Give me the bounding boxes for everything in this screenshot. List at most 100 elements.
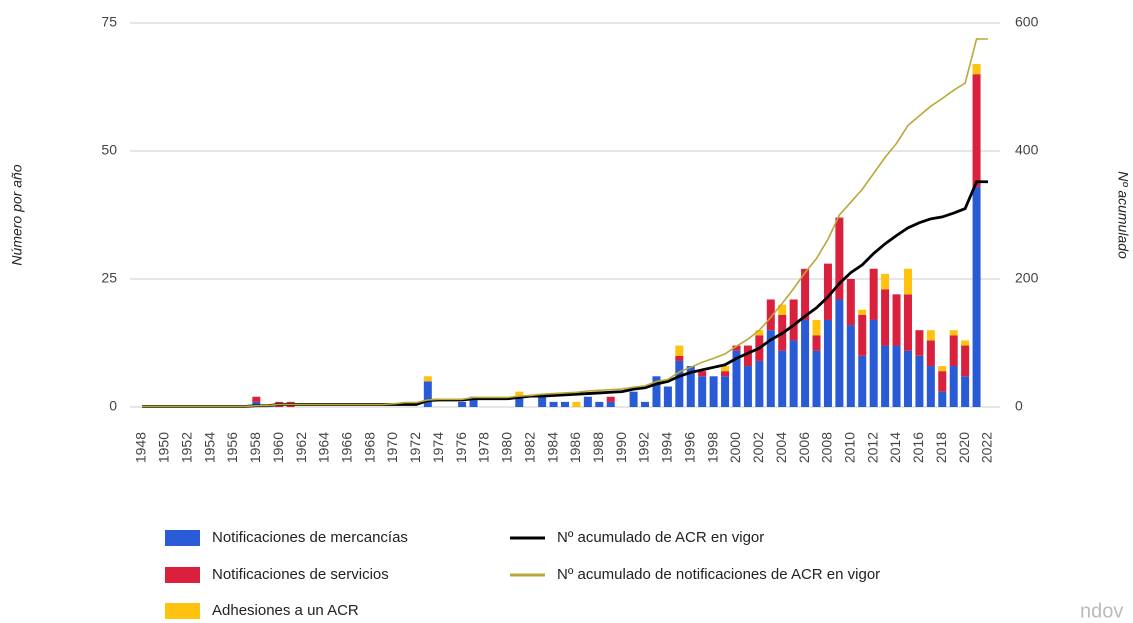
x-tick-label: 1976	[453, 432, 469, 463]
y-tick-label: 25	[101, 270, 117, 286]
cumulative-line	[142, 38, 988, 408]
x-tick-label: 2006	[796, 432, 812, 463]
x-tick-label: 2018	[933, 432, 949, 463]
bar-segment	[972, 186, 981, 407]
x-tick-label: 1952	[178, 432, 194, 463]
x-tick-label: 1972	[407, 432, 423, 463]
bar-segment	[926, 366, 935, 407]
bar-segment	[869, 319, 878, 407]
x-tick-label: 1964	[316, 432, 332, 463]
bar-segment	[835, 299, 844, 407]
legend-label: Notificaciones de servicios	[212, 566, 389, 583]
x-tick-label: 1990	[613, 432, 629, 463]
bar-segment	[938, 391, 947, 407]
bar-segment	[789, 340, 798, 407]
bar-segment	[949, 335, 958, 367]
bar-segment	[858, 355, 867, 407]
bar-segment	[572, 401, 581, 407]
bar-segment	[469, 396, 478, 407]
x-tick-label: 1998	[704, 432, 720, 463]
bar-segment	[778, 304, 787, 315]
x-tick-label: 1962	[293, 432, 309, 463]
bar-segment	[641, 401, 650, 407]
bar-segment	[926, 340, 935, 367]
x-tick-label: 1992	[636, 432, 652, 463]
watermark: ndov	[1080, 600, 1123, 622]
x-tick-label: 1980	[499, 432, 515, 463]
x-tick-label: 1996	[681, 432, 697, 463]
y-tick-label: 0	[109, 398, 117, 414]
bar-segment	[949, 366, 958, 407]
x-tick-label: 2022	[979, 432, 995, 463]
bar-segment	[961, 345, 970, 377]
bar-segment	[252, 396, 261, 402]
x-tick-label: 2002	[750, 432, 766, 463]
bar-segment	[846, 279, 855, 326]
bar-segment	[755, 360, 764, 407]
bar-segment	[652, 376, 661, 407]
bar-segment	[881, 345, 890, 407]
legend-swatch	[165, 603, 200, 619]
bar-segment	[538, 396, 547, 407]
bar-segment	[858, 309, 867, 315]
bar-segment	[732, 350, 741, 407]
bar-segment	[892, 294, 901, 346]
bar-segment	[801, 268, 810, 320]
x-tick-label: 2004	[773, 432, 789, 463]
x-tick-label: 1948	[133, 432, 149, 463]
bar-segment	[595, 401, 604, 407]
bar-segment	[892, 345, 901, 407]
x-tick-label: 2000	[727, 432, 743, 463]
legend-swatch	[165, 567, 200, 583]
x-tick-label: 2016	[910, 432, 926, 463]
x-tick-label: 1994	[659, 432, 675, 463]
bar-segment	[606, 401, 615, 407]
bar-segment	[881, 289, 890, 346]
bar-segment	[789, 299, 798, 341]
y2-tick-label: 600	[1015, 14, 1039, 30]
bar-segment	[721, 376, 730, 407]
y2-axis-title: Nº acumulado	[1115, 171, 1131, 259]
bar-segment	[903, 268, 912, 295]
x-tick-label: 2014	[887, 432, 903, 463]
bar-segment	[903, 294, 912, 351]
bar-segment	[709, 376, 718, 407]
bar-segment	[972, 63, 981, 75]
bar-segment	[732, 345, 741, 351]
y-tick-label: 75	[101, 14, 117, 30]
x-tick-label: 1982	[521, 432, 537, 463]
bar-segment	[812, 350, 821, 407]
bar-segment	[721, 371, 730, 377]
x-tick-label: 2008	[819, 432, 835, 463]
y2-tick-label: 200	[1015, 270, 1039, 286]
bar-segment	[915, 330, 924, 356]
x-tick-label: 1956	[224, 432, 240, 463]
bar-segment	[938, 366, 947, 372]
bar-segment	[961, 376, 970, 407]
bar-segment	[869, 268, 878, 320]
bar-segment	[458, 401, 467, 407]
bar-segment	[926, 330, 935, 341]
bar-segment	[583, 396, 592, 407]
x-tick-label: 1988	[590, 432, 606, 463]
legend-label: Nº acumulado de ACR en vigor	[557, 529, 764, 546]
bar-segment	[675, 360, 684, 407]
bar-segment	[881, 273, 890, 290]
x-tick-label: 1968	[361, 432, 377, 463]
bar-segment	[561, 401, 569, 407]
bar-segment	[972, 74, 981, 187]
bar-segment	[663, 386, 672, 407]
bar-segment	[515, 396, 524, 407]
x-tick-label: 2020	[956, 432, 972, 463]
y-tick-label: 50	[101, 142, 117, 158]
bar-segment	[698, 376, 707, 407]
bar-segment	[835, 217, 844, 300]
bar-segment	[778, 350, 787, 407]
bar-segment	[675, 355, 684, 361]
bar-segment	[949, 330, 958, 336]
bar-segment	[858, 314, 867, 356]
bar-segment	[823, 263, 832, 320]
bar-segment	[515, 391, 524, 397]
bar-segment	[423, 376, 432, 382]
